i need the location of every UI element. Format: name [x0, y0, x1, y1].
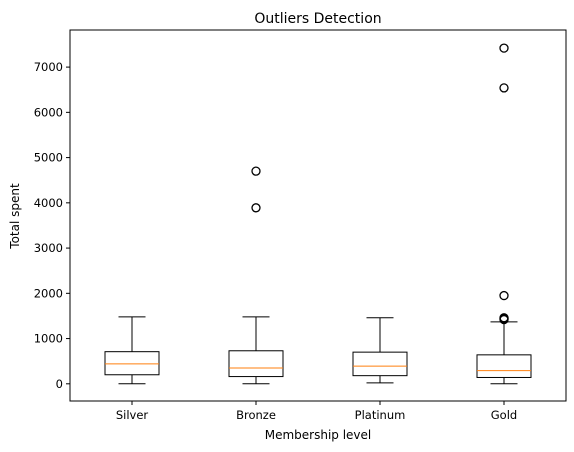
y-tick-label: 4000: [34, 196, 63, 210]
outlier-point-gold: [499, 83, 509, 93]
plot-frame: [69, 29, 567, 402]
outlier-point-bronze: [251, 166, 261, 176]
y-tick-label: 7000: [34, 60, 63, 74]
y-tick-label: 0: [56, 377, 63, 391]
x-tick-label: Silver: [116, 408, 149, 422]
y-axis-label: Total spent: [8, 183, 22, 250]
outlier-point-gold: [499, 290, 509, 301]
outlier-point-gold: [499, 313, 509, 323]
x-axis-label: Membership level: [265, 428, 372, 442]
y-tick-label: 3000: [34, 241, 63, 255]
box-platinum: [352, 351, 408, 377]
box-bronze: [228, 350, 284, 378]
outlier-point-gold: [499, 43, 509, 53]
x-tick-label: Platinum: [355, 408, 406, 422]
outlier-point-bronze: [251, 203, 261, 213]
x-tick-label: Gold: [491, 408, 517, 422]
y-tick-label: 5000: [34, 151, 63, 165]
x-tick-label: Bronze: [236, 408, 276, 422]
box-gold: [476, 354, 532, 378]
box-silver: [104, 351, 160, 376]
y-tick-label: 1000: [34, 332, 63, 346]
chart-title: Outliers Detection: [254, 11, 381, 27]
y-tick-label: 6000: [34, 105, 63, 119]
plot-area: 0 1000 2000 3000 4000 5000 6000 7000 Silver Bronz…: [34, 43, 532, 422]
y-tick-label: 2000: [34, 286, 63, 300]
